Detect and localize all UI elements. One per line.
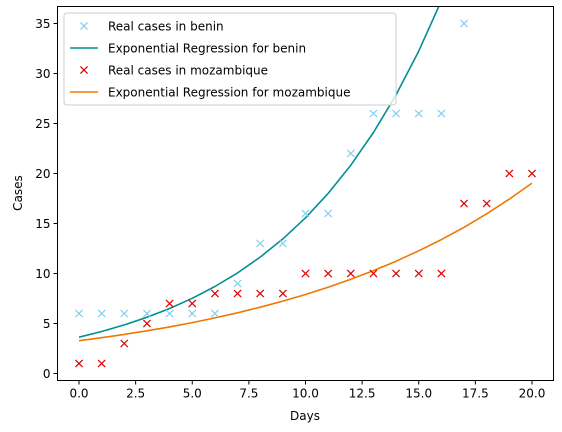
data-point-real-cases-in-benin bbox=[97, 309, 106, 318]
y-tick-label: 15 bbox=[35, 217, 50, 231]
data-point-real-cases-in-mozambique bbox=[165, 299, 174, 308]
y-tick-label: 35 bbox=[35, 17, 50, 31]
legend-label: Real cases in mozambique bbox=[108, 63, 268, 77]
data-point-real-cases-in-mozambique bbox=[142, 319, 151, 328]
data-point-real-cases-in-mozambique bbox=[120, 339, 129, 348]
data-point-real-cases-in-benin bbox=[460, 19, 469, 28]
series-line-exponential-regression-for-mozambique bbox=[78, 182, 533, 342]
data-point-real-cases-in-mozambique bbox=[256, 289, 265, 298]
data-point-real-cases-in-benin bbox=[414, 109, 423, 118]
lines-layer bbox=[78, 6, 533, 342]
x-tick-label: 20.0 bbox=[519, 387, 546, 401]
legend-entry-exponential-regression-for-benin: Exponential Regression for benin bbox=[70, 41, 306, 55]
data-point-real-cases-in-benin bbox=[120, 309, 129, 318]
data-point-real-cases-in-benin bbox=[346, 149, 355, 158]
x-tick-label: 17.5 bbox=[462, 387, 489, 401]
data-point-real-cases-in-mozambique bbox=[278, 289, 287, 298]
data-point-real-cases-in-mozambique bbox=[414, 269, 423, 278]
data-point-real-cases-in-mozambique bbox=[74, 359, 84, 368]
series-line-exponential-regression-for-benin bbox=[78, 6, 440, 338]
y-tick-label: 10 bbox=[35, 267, 50, 281]
y-tick-label: 20 bbox=[35, 167, 50, 181]
data-point-real-cases-in-benin bbox=[278, 239, 287, 248]
data-point-real-cases-in-mozambique bbox=[97, 359, 106, 368]
data-point-real-cases-in-benin bbox=[142, 309, 151, 318]
x-tick-label: 12.5 bbox=[349, 387, 376, 401]
x-tick-label: 2.5 bbox=[126, 387, 145, 401]
markers-layer bbox=[74, 19, 537, 368]
data-point-real-cases-in-benin bbox=[233, 279, 242, 288]
data-point-real-cases-in-mozambique bbox=[392, 269, 401, 278]
legend-box bbox=[63, 12, 397, 106]
data-point-real-cases-in-benin bbox=[256, 239, 265, 248]
data-point-real-cases-in-benin bbox=[188, 309, 197, 318]
data-point-real-cases-in-mozambique bbox=[460, 199, 469, 208]
y-axis: 0 5 10 15 20 25 30 35 bbox=[35, 17, 58, 381]
data-point-real-cases-in-mozambique bbox=[505, 169, 514, 178]
data-point-real-cases-in-mozambique bbox=[527, 169, 537, 178]
data-point-real-cases-in-mozambique bbox=[482, 199, 491, 208]
legend-label: Exponential Regression for benin bbox=[108, 41, 306, 55]
data-point-real-cases-in-mozambique bbox=[210, 289, 219, 298]
y-tick-label: 30 bbox=[35, 67, 50, 81]
data-point-real-cases-in-benin bbox=[437, 109, 446, 118]
data-point-real-cases-in-mozambique bbox=[324, 269, 333, 278]
x-tick-label: 0.0 bbox=[69, 387, 88, 401]
data-point-real-cases-in-benin bbox=[392, 109, 401, 118]
data-point-real-cases-in-benin bbox=[324, 209, 333, 218]
data-point-real-cases-in-mozambique bbox=[301, 269, 310, 278]
data-point-real-cases-in-benin bbox=[301, 209, 310, 218]
legend-label: Real cases in benin bbox=[108, 19, 224, 33]
y-tick-label: 0 bbox=[43, 367, 51, 381]
y-tick-label: 25 bbox=[35, 117, 50, 131]
data-point-real-cases-in-benin bbox=[210, 309, 219, 318]
legend: Real cases in benin Exponential Regressio… bbox=[63, 12, 397, 106]
x-tick-label: 10.0 bbox=[292, 387, 319, 401]
legend-entry-real-cases-in-benin: Real cases in benin bbox=[79, 19, 224, 33]
data-point-real-cases-in-benin bbox=[74, 309, 84, 318]
legend-entry-exponential-regression-for-mozambique: Exponential Regression for mozambique bbox=[70, 85, 350, 99]
x-tick-label: 15.0 bbox=[405, 387, 432, 401]
x-tick-label: 5.0 bbox=[183, 387, 202, 401]
x-tick-label: 7.5 bbox=[239, 387, 258, 401]
data-point-real-cases-in-benin bbox=[369, 109, 378, 118]
x-axis-label: Days bbox=[290, 409, 320, 423]
y-axis-label: Cases bbox=[11, 175, 25, 211]
data-point-real-cases-in-mozambique bbox=[188, 299, 197, 308]
data-point-real-cases-in-benin bbox=[165, 309, 174, 318]
legend-entry-real-cases-in-mozambique: Real cases in mozambique bbox=[79, 63, 268, 77]
y-tick-label: 5 bbox=[43, 317, 51, 331]
data-point-real-cases-in-mozambique bbox=[233, 289, 242, 298]
x-axis: 0.0 2.5 5.0 7.5 10.0 12.5 15.0 17.5 20.0 bbox=[69, 380, 546, 401]
legend-label: Exponential Regression for mozambique bbox=[108, 85, 350, 99]
data-point-real-cases-in-mozambique bbox=[369, 269, 378, 278]
data-point-real-cases-in-mozambique bbox=[437, 269, 446, 278]
data-point-real-cases-in-mozambique bbox=[346, 269, 355, 278]
